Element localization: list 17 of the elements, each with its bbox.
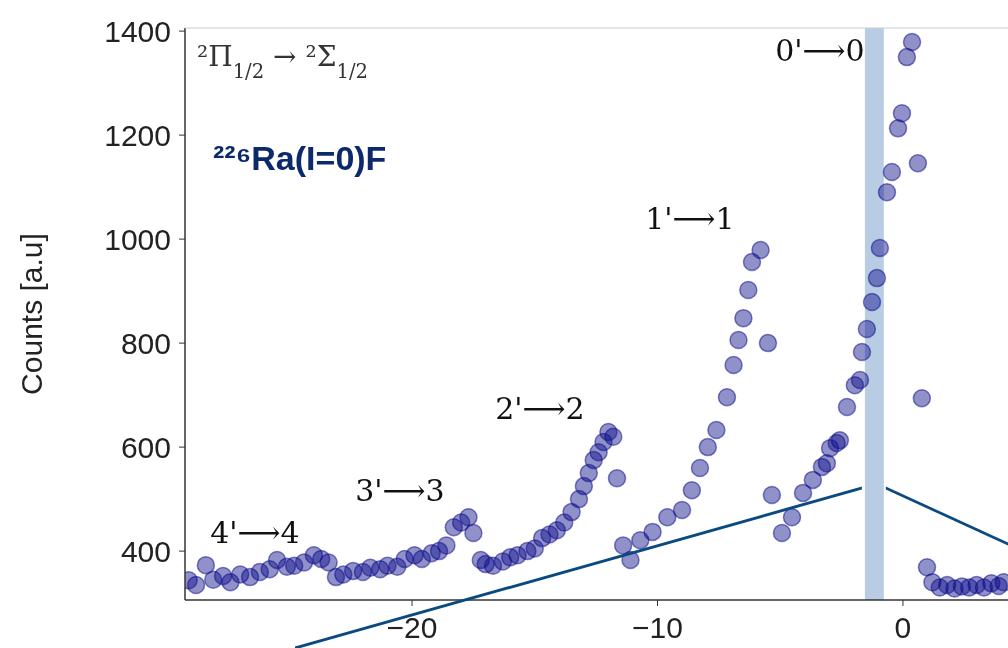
y-tick-label: 800	[120, 326, 171, 360]
y-tick-label: 600	[120, 430, 171, 464]
annotation: 4'⟶4	[210, 514, 300, 550]
x-tick-label: −10	[632, 611, 683, 644]
text: ²Π$_{1/2}$ → ²Σ$_{1/2}$	[197, 40, 369, 83]
y-axis-title: Counts [a.u]	[15, 233, 48, 395]
y-tick-label: 400	[120, 534, 171, 568]
x-tick-label: 0	[894, 611, 912, 644]
annotation: 2'⟶2	[495, 390, 585, 426]
annotation: 0'⟶0	[775, 32, 865, 68]
y-tick-label: 1400	[104, 14, 171, 48]
y-tick-label: 1000	[104, 222, 171, 256]
annotation: 3'⟶3	[355, 472, 445, 508]
x-tick-label: −20	[386, 611, 438, 644]
y-tick-label: 1200	[104, 118, 171, 152]
text: ²²⁶Ra(I=0)F	[213, 139, 387, 177]
annotation: 1'⟶1	[645, 200, 735, 236]
